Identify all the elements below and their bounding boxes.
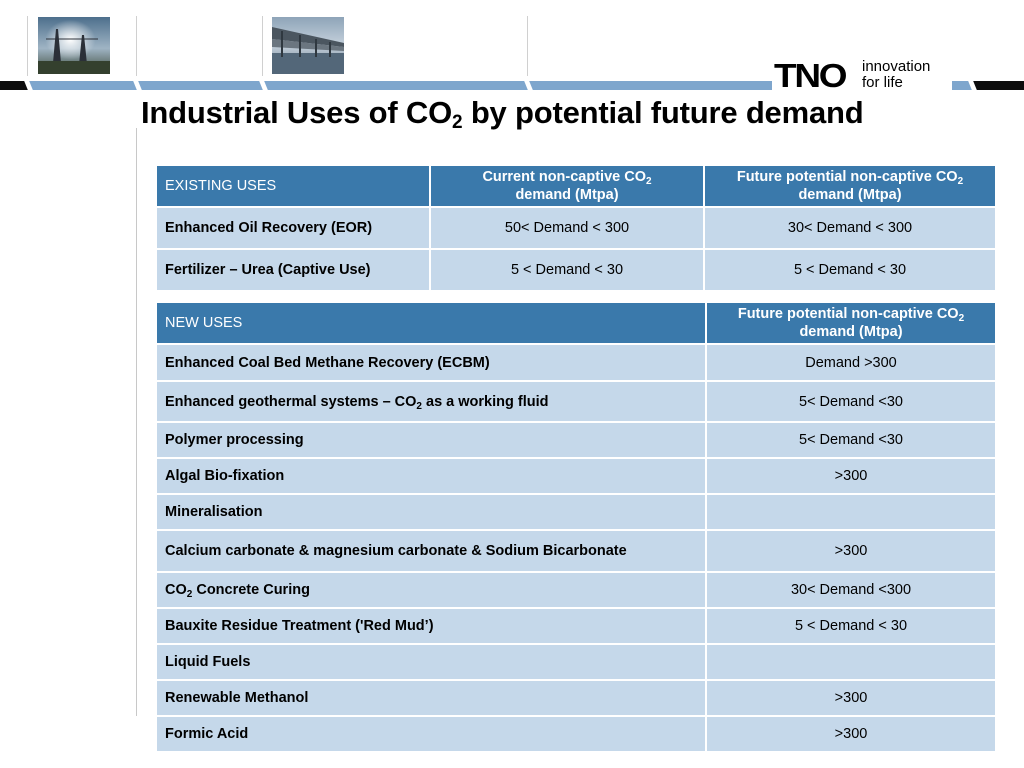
logo-mark: TNO	[774, 57, 848, 94]
header-text: Future potential non-captive CO	[737, 306, 959, 322]
header-subscript: 2	[958, 313, 965, 324]
table-row: Algal Bio-fixation >300	[157, 459, 997, 495]
header-text: Future potential non-captive CO	[736, 169, 958, 185]
existing-uses-table: EXISTING USES Current non-captive CO2 dem…	[157, 166, 997, 292]
row-label: CO2 Concrete Curing	[157, 573, 707, 609]
future-demand-cell: 5 < Demand < 30	[707, 609, 997, 645]
future-demand-cell: 30< Demand <300	[707, 573, 997, 609]
future-demand-cell: >300	[707, 681, 997, 717]
divider-line	[27, 16, 28, 76]
divider-line	[262, 16, 263, 76]
header-band	[0, 81, 28, 90]
new-uses-table: NEW USES Future potential non-captive CO…	[157, 303, 997, 753]
power-plant-photo	[38, 17, 110, 74]
header-band	[972, 81, 1024, 90]
header-band	[952, 81, 972, 90]
header-text: Current non-captive CO	[482, 169, 646, 185]
future-demand-header: Future potential non-captive CO2 demand (…	[707, 303, 997, 345]
table-header-row: NEW USES Future potential non-captive CO…	[157, 303, 997, 345]
table-row: Enhanced Coal Bed Methane Recovery (ECBM…	[157, 345, 997, 382]
row-label: Calcium carbonate & magnesium carbonate …	[157, 531, 707, 573]
table-row: Fertilizer – Urea (Captive Use) 5 < Dema…	[157, 250, 997, 292]
future-demand-cell: >300	[707, 459, 997, 495]
title-text: Industrial Uses of CO	[141, 95, 453, 130]
header-band	[28, 81, 772, 90]
header-text: demand (Mtpa)	[515, 187, 619, 203]
left-rule	[136, 128, 137, 716]
label-text: CO	[165, 582, 187, 598]
label-text-end: Concrete Curing	[192, 582, 310, 598]
table-row: Mineralisation	[157, 495, 997, 531]
logo-tagline-line1: innovation	[862, 58, 931, 75]
divider-line	[136, 16, 137, 76]
future-demand-header: Future potential non-captive CO2 demand (…	[705, 166, 997, 208]
logo-tagline-line2: for life	[862, 74, 903, 91]
future-demand-cell	[707, 645, 997, 681]
table-row: Formic Acid >300	[157, 717, 997, 753]
label-text: Enhanced geothermal systems – CO	[165, 393, 417, 410]
future-demand-cell: >300	[707, 531, 997, 573]
label-text-end: as a working fluid	[421, 393, 549, 410]
logo-tagline: innovation for life	[862, 59, 930, 91]
header-subscript: 2	[957, 176, 964, 187]
table-row: CO2 Concrete Curing 30< Demand <300	[157, 573, 997, 609]
future-demand-cell: Demand >300	[707, 345, 997, 382]
label-subscript: 2	[186, 589, 193, 600]
header-text: demand (Mtpa)	[799, 324, 903, 340]
future-demand-cell: >300	[707, 717, 997, 753]
future-demand-cell: 5 < Demand < 30	[705, 250, 997, 292]
table-row: Renewable Methanol >300	[157, 681, 997, 717]
table-row: Liquid Fuels	[157, 645, 997, 681]
future-demand-cell	[707, 495, 997, 531]
current-demand-cell: 50< Demand < 300	[431, 208, 705, 250]
row-label: Enhanced Oil Recovery (EOR)	[157, 208, 431, 250]
table-row: Polymer processing 5< Demand <30	[157, 423, 997, 459]
bridge-photo	[272, 17, 344, 74]
row-label: Liquid Fuels	[157, 645, 707, 681]
header-subscript: 2	[645, 176, 652, 187]
current-demand-header: Current non-captive CO2 demand (Mtpa)	[431, 166, 705, 208]
row-label: Mineralisation	[157, 495, 707, 531]
divider-line	[527, 16, 528, 76]
future-demand-cell: 30< Demand < 300	[705, 208, 997, 250]
new-uses-header: NEW USES	[157, 303, 707, 345]
slide-title: Industrial Uses of CO2 by potential futu…	[141, 95, 864, 133]
table-row: Calcium carbonate & magnesium carbonate …	[157, 531, 997, 573]
row-label: Enhanced geothermal systems – CO2 as a w…	[157, 382, 707, 423]
future-demand-cell: 5< Demand <30	[707, 423, 997, 459]
table-row: Enhanced Oil Recovery (EOR) 50< Demand <…	[157, 208, 997, 250]
row-label: Fertilizer – Urea (Captive Use)	[157, 250, 431, 292]
row-label: Bauxite Residue Treatment ('Red Mud’)	[157, 609, 707, 645]
row-label: Formic Acid	[157, 717, 707, 753]
title-text-end: by potential future demand	[462, 95, 864, 130]
row-label: Polymer processing	[157, 423, 707, 459]
row-label: Enhanced Coal Bed Methane Recovery (ECBM…	[157, 345, 707, 382]
row-label: Renewable Methanol	[157, 681, 707, 717]
title-subscript: 2	[452, 112, 463, 133]
existing-uses-header: EXISTING USES	[157, 166, 431, 208]
current-demand-cell: 5 < Demand < 30	[431, 250, 705, 292]
table-header-row: EXISTING USES Current non-captive CO2 dem…	[157, 166, 997, 208]
label-subscript: 2	[416, 400, 422, 412]
row-label: Algal Bio-fixation	[157, 459, 707, 495]
header-text: demand (Mtpa)	[798, 187, 902, 203]
table-row: Enhanced geothermal systems – CO2 as a w…	[157, 382, 997, 423]
table-row: Bauxite Residue Treatment ('Red Mud’) 5 …	[157, 609, 997, 645]
tno-logo: TNO innovation for life	[772, 58, 952, 94]
future-demand-cell: 5< Demand <30	[707, 382, 997, 423]
